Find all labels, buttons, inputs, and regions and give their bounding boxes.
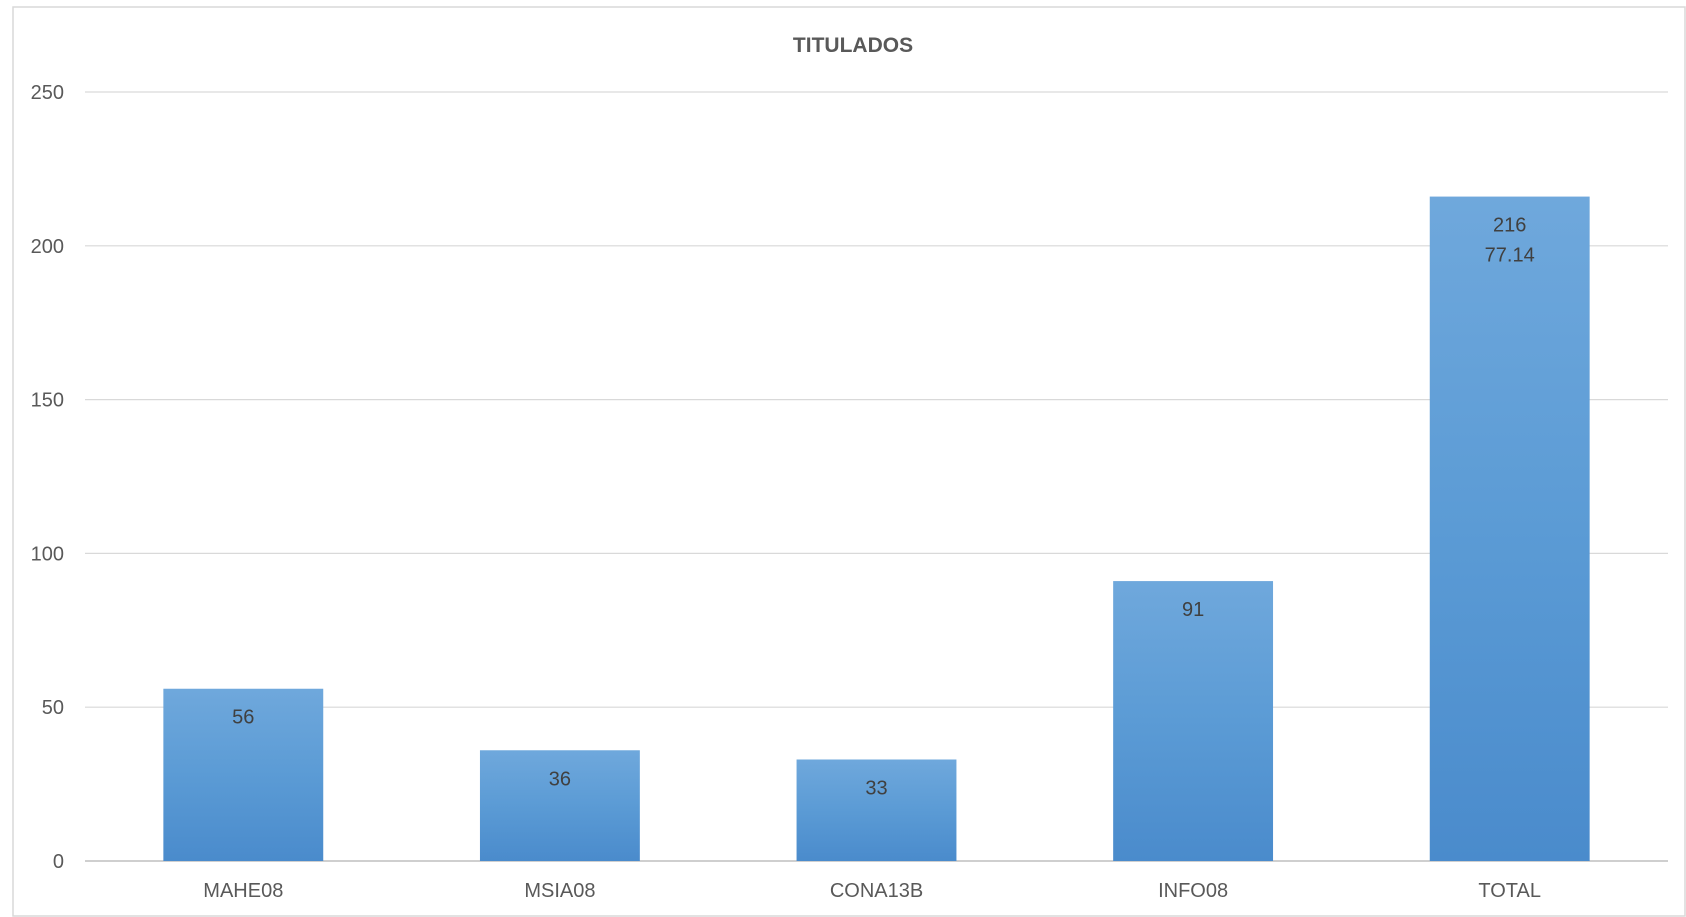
y-tick-label: 50	[42, 697, 64, 719]
bar	[1429, 196, 1590, 862]
data-label: 36	[549, 768, 571, 790]
x-tick-label: INFO08	[1158, 880, 1228, 902]
bar-layer	[163, 196, 1590, 862]
grid-layer	[85, 91, 1668, 862]
x-tick-label: CONA13B	[830, 880, 923, 902]
bar	[1113, 581, 1274, 861]
y-tick-label: 200	[31, 236, 64, 258]
data-label: 77.14	[1485, 245, 1535, 267]
bar	[163, 688, 324, 861]
y-tick-label: 0	[53, 851, 64, 873]
chart-title: TITULADOS	[793, 34, 913, 57]
y-tick-label: 150	[31, 390, 64, 412]
label-layer: 0 50 100 150 200 250 MAHE08 56 MSIA08 36 CONA13B 33…	[31, 82, 1541, 902]
bar	[479, 750, 640, 861]
data-label: 216	[1493, 215, 1526, 237]
x-tick-label: TOTAL	[1478, 880, 1541, 902]
bar	[796, 759, 957, 861]
data-label: 33	[865, 777, 887, 799]
x-tick-label: MSIA08	[524, 880, 595, 902]
y-tick-label: 250	[31, 82, 64, 104]
x-tick-label: MAHE08	[203, 880, 283, 902]
data-label: 56	[232, 707, 254, 729]
data-label: 91	[1182, 599, 1204, 621]
y-tick-label: 100	[31, 543, 64, 565]
